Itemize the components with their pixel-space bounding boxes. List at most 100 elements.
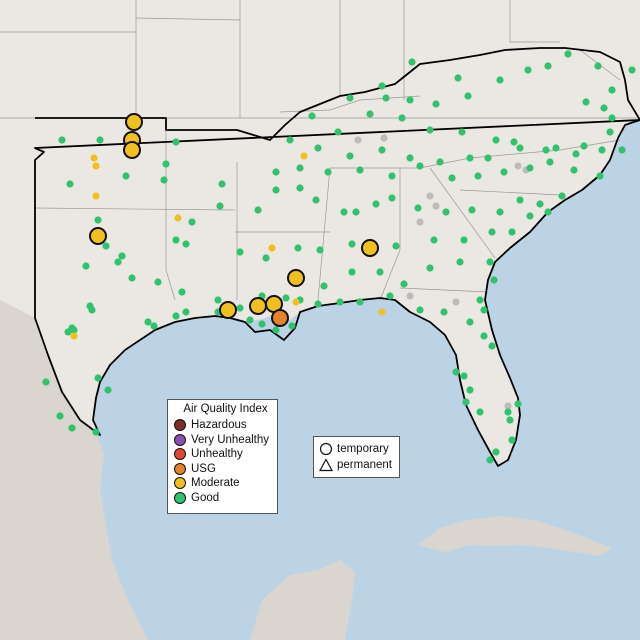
monitor-marker-good[interactable] [572, 150, 580, 158]
monitor-marker-good[interactable] [272, 186, 280, 194]
monitor-marker-good[interactable] [432, 100, 440, 108]
monitor-marker-good[interactable] [596, 172, 604, 180]
monitor-marker-good[interactable] [346, 152, 354, 160]
monitor-marker-good[interactable] [490, 276, 498, 284]
monitor-marker-good[interactable] [426, 264, 434, 272]
monitor-marker-good[interactable] [294, 244, 302, 252]
monitor-marker-good[interactable] [514, 400, 522, 408]
monitor-marker-good[interactable] [236, 248, 244, 256]
monitor-marker-moderate[interactable] [90, 154, 98, 162]
monitor-marker-good[interactable] [172, 138, 180, 146]
monitor-marker-good[interactable] [430, 236, 438, 244]
monitor-marker-good[interactable] [544, 208, 552, 216]
monitor-marker-good[interactable] [406, 154, 414, 162]
monitor-marker-good[interactable] [416, 306, 424, 314]
monitor-marker-moderate[interactable] [361, 239, 379, 257]
monitor-marker-good[interactable] [118, 252, 126, 260]
monitor-marker-usg[interactable] [271, 309, 289, 327]
monitor-marker-good[interactable] [510, 138, 518, 146]
monitor-marker-good[interactable] [466, 318, 474, 326]
monitor-marker-good[interactable] [122, 172, 130, 180]
monitor-marker-good[interactable] [516, 144, 524, 152]
monitor-marker-good[interactable] [426, 126, 434, 134]
monitor-marker-good[interactable] [114, 258, 122, 266]
monitor-marker-good[interactable] [366, 110, 374, 118]
monitor-marker-good[interactable] [312, 196, 320, 204]
monitor-marker-good[interactable] [536, 200, 544, 208]
monitor-marker-good[interactable] [392, 242, 400, 250]
monitor-marker-good[interactable] [282, 294, 290, 302]
monitor-marker-good[interactable] [628, 66, 636, 74]
monitor-marker-good[interactable] [58, 136, 66, 144]
monitor-marker-moderate[interactable] [300, 152, 308, 160]
monitor-marker-good[interactable] [218, 180, 226, 188]
monitor-marker-good[interactable] [314, 300, 322, 308]
monitor-marker-moderate[interactable] [70, 332, 78, 340]
monitor-marker-good[interactable] [178, 288, 186, 296]
monitor-marker-good[interactable] [516, 196, 524, 204]
monitor-marker-good[interactable] [406, 96, 414, 104]
monitor-marker-no-data[interactable] [380, 134, 388, 142]
monitor-marker-good[interactable] [64, 328, 72, 336]
monitor-marker-good[interactable] [160, 176, 168, 184]
monitor-marker-good[interactable] [400, 280, 408, 288]
monitor-marker-moderate[interactable] [92, 192, 100, 200]
monitor-marker-good[interactable] [66, 180, 74, 188]
monitor-marker-good[interactable] [372, 200, 380, 208]
monitor-marker-good[interactable] [398, 114, 406, 122]
monitor-marker-moderate[interactable] [249, 297, 267, 315]
monitor-marker-good[interactable] [570, 166, 578, 174]
monitor-marker-good[interactable] [154, 278, 162, 286]
monitor-marker-good[interactable] [442, 208, 450, 216]
monitor-marker-good[interactable] [484, 154, 492, 162]
monitor-marker-good[interactable] [546, 158, 554, 166]
monitor-marker-good[interactable] [42, 378, 50, 386]
monitor-marker-good[interactable] [236, 304, 244, 312]
monitor-marker-moderate[interactable] [268, 244, 276, 252]
monitor-marker-good[interactable] [506, 416, 514, 424]
monitor-marker-good[interactable] [486, 456, 494, 464]
monitor-marker-good[interactable] [466, 386, 474, 394]
monitor-marker-good[interactable] [388, 194, 396, 202]
monitor-marker-good[interactable] [448, 174, 456, 182]
monitor-marker-good[interactable] [436, 158, 444, 166]
monitor-marker-good[interactable] [508, 228, 516, 236]
monitor-marker-moderate[interactable] [292, 298, 300, 306]
monitor-marker-good[interactable] [524, 66, 532, 74]
monitor-marker-good[interactable] [416, 162, 424, 170]
monitor-marker-good[interactable] [468, 206, 476, 214]
monitor-marker-good[interactable] [500, 168, 508, 176]
monitor-marker-good[interactable] [388, 172, 396, 180]
monitor-marker-moderate[interactable] [92, 162, 100, 170]
monitor-marker-good[interactable] [356, 298, 364, 306]
monitor-marker-good[interactable] [162, 160, 170, 168]
monitor-marker-good[interactable] [382, 94, 390, 102]
monitor-marker-good[interactable] [128, 274, 136, 282]
monitor-marker-moderate[interactable] [378, 308, 386, 316]
monitor-marker-good[interactable] [454, 74, 462, 82]
monitor-marker-good[interactable] [356, 166, 364, 174]
monitor-marker-good[interactable] [480, 306, 488, 314]
monitor-marker-good[interactable] [314, 144, 322, 152]
monitor-marker-good[interactable] [456, 258, 464, 266]
monitor-marker-moderate[interactable] [219, 301, 237, 319]
monitor-marker-good[interactable] [600, 104, 608, 112]
monitor-marker-good[interactable] [246, 316, 254, 324]
monitor-marker-no-data[interactable] [452, 298, 460, 306]
monitor-marker-good[interactable] [460, 236, 468, 244]
monitor-marker-good[interactable] [464, 92, 472, 100]
monitor-marker-good[interactable] [496, 76, 504, 84]
monitor-marker-good[interactable] [378, 146, 386, 154]
monitor-marker-good[interactable] [316, 246, 324, 254]
monitor-marker-good[interactable] [414, 204, 422, 212]
monitor-marker-good[interactable] [452, 368, 460, 376]
monitor-marker-no-data[interactable] [354, 136, 362, 144]
monitor-marker-good[interactable] [594, 62, 602, 70]
monitor-marker-good[interactable] [440, 308, 448, 316]
monitor-marker-good[interactable] [582, 98, 590, 106]
monitor-marker-good[interactable] [348, 268, 356, 276]
monitor-marker-good[interactable] [598, 146, 606, 154]
monitor-marker-good[interactable] [492, 136, 500, 144]
